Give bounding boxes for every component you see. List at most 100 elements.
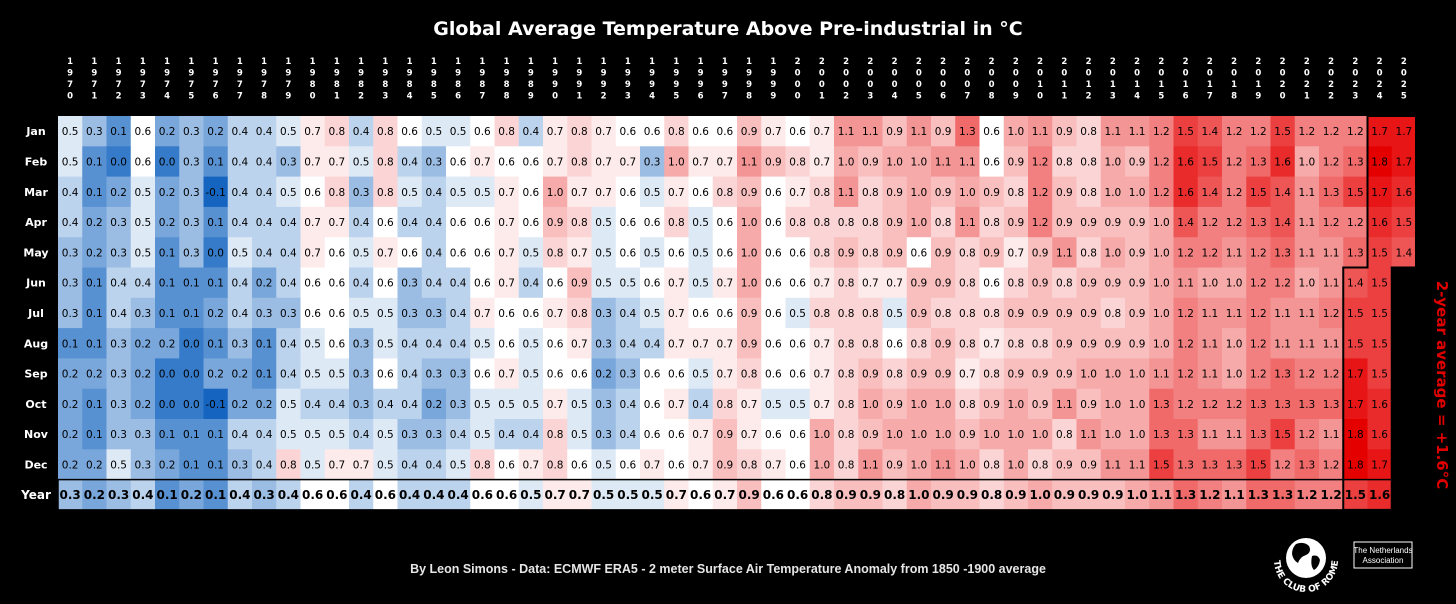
heatmap-cell: [203, 358, 229, 390]
cell-value-label: 0.7: [329, 459, 346, 471]
cell-value-label: 1.0: [911, 399, 928, 411]
heatmap-cell: [858, 479, 883, 511]
heatmap-cell: [421, 176, 447, 208]
heatmap-cell: [1319, 449, 1344, 481]
cell-value-label: 0.5: [474, 187, 491, 199]
chart-title: Global Average Temperature Above Pre-ind…: [433, 18, 1023, 40]
heatmap-cell: [1052, 206, 1077, 238]
heatmap-cell: [1028, 449, 1053, 481]
heatmap-chart: 0.5 0.3 0.1 0.6 0.2 0.3 0.2 0.4 0.4 0.5 0.7 0.8 0.4 0…: [20, 57, 1451, 511]
heatmap-cell: [179, 146, 204, 178]
cell-value-label: 0.9: [911, 308, 928, 320]
heatmap-cell: [494, 328, 520, 359]
heatmap-cell: [1173, 388, 1199, 420]
heatmap-cell: [955, 358, 980, 390]
cell-value-label: 0.4: [256, 429, 273, 441]
heatmap-cell-empty: [1391, 388, 1417, 420]
heatmap-cell: [494, 449, 520, 481]
heatmap-cell: [1343, 358, 1368, 390]
heatmap-cell: [470, 358, 495, 390]
cell-value-label: 0.5: [595, 278, 612, 290]
cell-value-label: 0.7: [717, 369, 734, 381]
cell-value-label: 0.2: [207, 126, 224, 138]
cell-value-label: 0.3: [353, 338, 370, 350]
heatmap-cell: [130, 419, 156, 450]
cell-value-label: 0.2: [595, 369, 612, 381]
heatmap-cell: [397, 267, 423, 299]
cell-value-label: 0.6: [765, 369, 782, 381]
cell-value-label: 0.2: [159, 187, 176, 199]
cell-value-label: 0.7: [304, 126, 321, 138]
cell-value-label: 0.6: [472, 488, 493, 502]
cell-value-label: 0.8: [1032, 338, 1049, 350]
heatmap-cell: [130, 206, 156, 238]
heatmap-cell: [421, 479, 447, 511]
heatmap-cell: [1149, 176, 1174, 208]
cell-value-label: 1.0: [935, 399, 952, 411]
heatmap-cell: [1100, 419, 1126, 450]
heatmap-cell: [1343, 206, 1368, 238]
cell-value-label: 1.5: [1274, 126, 1291, 138]
cell-value-label: 1.2: [1177, 369, 1194, 381]
cell-value-label: 0.1: [62, 338, 79, 350]
heatmap-cell: [737, 146, 762, 178]
cell-value-label: 1.0: [911, 156, 928, 168]
cell-value-label: 1.1: [1202, 369, 1219, 381]
cell-value-label: 1.1: [862, 126, 879, 138]
cell-value-label: 0.9: [1056, 187, 1073, 199]
heatmap-cell: [1052, 297, 1077, 329]
cell-value-label: 0.2: [135, 369, 152, 381]
heatmap-cell: [1343, 237, 1368, 268]
heatmap-cell: [979, 358, 1005, 390]
heatmap-cell: [1028, 388, 1053, 420]
heatmap-cell: [1270, 297, 1296, 329]
cell-value-label: 0.4: [426, 187, 443, 199]
heatmap-cell: [1391, 146, 1417, 178]
cell-value-label: 0.2: [62, 369, 79, 381]
heatmap-cell: [931, 206, 956, 238]
heatmap-cell: [1294, 328, 1320, 359]
heatmap-cell: [712, 449, 738, 481]
cell-value-label: 0.5: [280, 126, 297, 138]
heatmap-cell: [834, 388, 859, 420]
heatmap-cell: [640, 297, 665, 329]
cell-value-label: 1.1: [1032, 126, 1049, 138]
heatmap-cell: [518, 449, 544, 481]
heatmap-cell: [931, 267, 956, 299]
cell-value-label: 0.5: [620, 278, 637, 290]
heatmap-cell: [82, 419, 107, 450]
heatmap-cell: [300, 146, 326, 178]
heatmap-cell: [1003, 358, 1029, 390]
cell-value-label: 0.4: [280, 278, 297, 290]
heatmap-cell: [470, 419, 495, 450]
heatmap-cell: [470, 328, 495, 359]
cell-value-label: 0.8: [474, 459, 491, 471]
cell-value-label: 1.1: [935, 156, 952, 168]
heatmap-cell: [227, 449, 253, 481]
heatmap-cell: [1246, 449, 1271, 481]
cell-value-label: 0.5: [110, 459, 127, 471]
heatmap-cell: [130, 328, 156, 359]
row-label: Feb: [25, 155, 48, 168]
heatmap-cell: [615, 146, 641, 178]
heatmap-cell: [737, 206, 762, 238]
heatmap-cell: [1319, 419, 1344, 450]
cell-value-label: 0.2: [232, 399, 249, 411]
heatmap-cell: [1391, 116, 1417, 147]
heatmap-cell: [276, 206, 301, 238]
cell-value-label: 1.7: [1371, 459, 1388, 471]
heatmap-cell: [130, 479, 156, 511]
heatmap-cell: [931, 358, 956, 390]
heatmap-cell: [300, 297, 326, 329]
cell-value-label: 0.7: [547, 126, 564, 138]
heatmap-cell: [130, 237, 156, 268]
heatmap-cell: [1173, 419, 1199, 450]
heatmap-cell: [906, 388, 932, 420]
cell-value-label: 0.0: [159, 369, 176, 381]
heatmap-cell: [737, 419, 762, 450]
cell-value-label: 0.2: [135, 338, 152, 350]
